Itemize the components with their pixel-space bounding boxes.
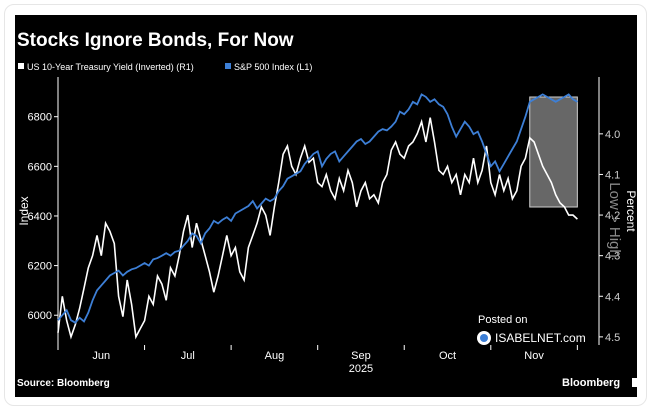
left-tick-label: 6600 <box>28 161 52 173</box>
chart-title: Stocks Ignore Bonds, For Now <box>17 30 294 51</box>
right-tick-label: 4.4 <box>605 291 620 303</box>
right-axis-note: Low > High <box>606 182 623 257</box>
legend-label-yield: US 10-Year Treasury Yield (Inverted) (R1… <box>27 62 194 72</box>
right-ticks: 4.0 4.1 4.2 4.3 4.4 4.5 <box>599 129 620 344</box>
series-yield-line <box>57 117 578 340</box>
left-axis-label: Index <box>17 196 31 225</box>
chart-svg: Stocks Ignore Bonds, For Now US 10-Year … <box>15 15 637 397</box>
x-tick-label: Oct <box>439 350 456 362</box>
bloomberg-brand: Bloomberg <box>562 377 620 389</box>
source-note: Source: Bloomberg <box>17 378 110 389</box>
right-axis-label: Percent <box>624 190 637 232</box>
watermark-text: ISABELNET.com <box>495 331 586 345</box>
chart-frame: Stocks Ignore Bonds, For Now US 10-Year … <box>4 4 647 406</box>
x-tick-label: Aug <box>265 350 285 362</box>
legend-swatch-spx <box>225 63 231 69</box>
chart-panel: Stocks Ignore Bonds, For Now US 10-Year … <box>15 15 637 397</box>
x-year-label: 2025 <box>349 363 373 375</box>
x-tick-label: Nov <box>524 350 544 362</box>
legend: US 10-Year Treasury Yield (Inverted) (R1… <box>18 62 312 72</box>
right-tick-label: 4.3 <box>605 251 620 263</box>
bloomberg-mark-icon <box>632 378 637 387</box>
isabelnet-logo-icon <box>477 331 491 345</box>
legend-label-spx: S&P 500 Index (L1) <box>234 62 312 72</box>
posted-on-text: Posted on <box>478 314 528 326</box>
right-tick-label: 4.1 <box>605 169 620 181</box>
x-tick-label: Jul <box>181 350 195 362</box>
legend-swatch-yield <box>18 63 24 69</box>
x-ticks: Jun Jul Aug Sep Oct Nov 2025 <box>57 345 578 375</box>
right-tick-label: 4.0 <box>605 129 620 141</box>
left-tick-label: 6400 <box>28 211 52 223</box>
axes-layer <box>57 77 600 345</box>
left-tick-label: 6200 <box>28 261 52 273</box>
left-tick-label: 6000 <box>28 310 52 322</box>
x-tick-label: Jun <box>92 350 110 362</box>
series-spx-line <box>57 93 578 324</box>
right-tick-label: 4.5 <box>605 332 620 344</box>
left-ticks: 6000 6200 6400 6600 6800 <box>28 112 58 322</box>
right-tick-label: 4.2 <box>605 210 620 222</box>
left-tick-label: 6800 <box>28 112 52 124</box>
x-tick-label: Sep <box>351 350 371 362</box>
